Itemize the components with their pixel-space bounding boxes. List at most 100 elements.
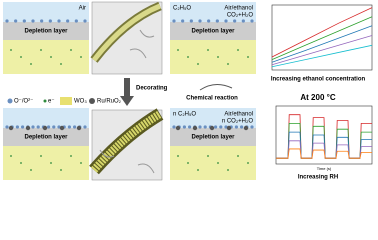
adsorbed-oxygen <box>14 19 18 23</box>
series-line <box>271 44 373 68</box>
electron <box>10 155 12 157</box>
ru-particle <box>243 125 249 131</box>
decorating-label: Decorating <box>136 86 168 92</box>
adsorbed-oxygen <box>83 19 87 23</box>
ru-particle <box>8 125 14 131</box>
electron <box>187 162 189 164</box>
adsorbed-oxygen <box>188 125 192 129</box>
nanowire-top <box>90 1 163 75</box>
adsorbed-oxygen <box>224 125 228 129</box>
panel-gas <box>3 2 89 22</box>
layer-label: Depletion layer <box>24 135 68 141</box>
adsorbed-oxygen <box>207 19 211 23</box>
arrow-head <box>120 96 134 106</box>
electron <box>247 56 249 58</box>
adsorbed-oxygen <box>198 125 202 129</box>
layer-label: Depletion layer <box>191 135 235 141</box>
electron <box>207 49 209 51</box>
electron <box>40 49 42 51</box>
adsorbed-oxygen <box>189 19 193 23</box>
adsorbed-oxygen <box>22 19 26 23</box>
electron <box>60 169 62 171</box>
adsorbed-oxygen <box>233 19 237 23</box>
series-line <box>276 148 372 159</box>
electron <box>227 169 229 171</box>
adsorbed-oxygen <box>36 125 40 129</box>
species-label: C₂H₅O <box>173 6 191 12</box>
electron <box>177 155 179 157</box>
electron <box>20 56 22 58</box>
series-line <box>271 7 373 58</box>
electron <box>50 162 52 164</box>
figure: Decorating Chemical reaction At 200 °C I… <box>3 1 373 181</box>
adsorbed-oxygen <box>57 19 61 23</box>
electron <box>237 155 239 157</box>
adsorbed-oxygen <box>241 19 245 23</box>
product-label: CO₂+H₂O <box>227 13 253 19</box>
panel-bulk <box>3 146 89 180</box>
product-label: n CO₂+H₂O <box>222 119 253 125</box>
panel-depletion <box>170 128 256 146</box>
legend-label: Ru/RuO₂ <box>97 99 122 105</box>
panel-depletion <box>3 128 89 146</box>
panel-gas <box>3 108 89 128</box>
adsorbed-oxygen <box>224 19 228 23</box>
gas-label: Air/ethanol <box>224 6 253 12</box>
x-axis-label: Time (s) <box>317 166 332 171</box>
electron <box>60 63 62 65</box>
ru-particle <box>76 125 82 131</box>
adsorbed-oxygen <box>74 19 78 23</box>
adsorbed-oxygen <box>31 125 35 129</box>
panel-gas <box>170 2 256 22</box>
adsorbed-oxygen <box>48 19 52 23</box>
adsorbed-oxygen <box>214 125 218 129</box>
adsorbed-oxygen <box>15 125 19 129</box>
panel-depletion <box>3 22 89 40</box>
adsorbed-oxygen <box>203 125 207 129</box>
electron <box>70 155 72 157</box>
adsorbed-oxygen <box>31 19 35 23</box>
adsorbed-oxygen <box>219 125 223 129</box>
electron <box>10 49 12 51</box>
ru-particle <box>42 125 48 131</box>
ru-particle <box>25 125 31 131</box>
legend-label: e⁻ <box>48 99 55 105</box>
electron <box>197 63 199 65</box>
electron <box>207 155 209 157</box>
panel-gas <box>170 108 256 128</box>
chemical-reaction-label: Chemical reaction <box>186 96 238 102</box>
nanowire-bottom <box>89 108 164 181</box>
adsorbed-oxygen <box>66 19 70 23</box>
electron <box>80 162 82 164</box>
adsorbed-oxygen <box>215 19 219 23</box>
electron <box>70 49 72 51</box>
adsorbed-oxygen <box>182 125 186 129</box>
layer-label: Depletion layer <box>24 29 68 35</box>
adsorbed-oxygen <box>240 125 244 129</box>
adsorbed-oxygen <box>5 19 9 23</box>
electron <box>80 56 82 58</box>
adsorbed-oxygen <box>5 125 9 129</box>
adsorbed-oxygen <box>172 19 176 23</box>
electron <box>20 162 22 164</box>
electron <box>187 56 189 58</box>
gas-label: Air/ethanol <box>224 112 253 118</box>
electron <box>237 49 239 51</box>
adsorbed-oxygen <box>250 19 254 23</box>
ru-particle <box>175 125 181 131</box>
legend <box>7 97 95 105</box>
adsorbed-oxygen <box>198 19 202 23</box>
gas-label: Air <box>79 6 86 12</box>
electron <box>30 63 32 65</box>
panel-bulk <box>170 40 256 74</box>
electron <box>177 49 179 51</box>
layer-label: Depletion layer <box>191 29 235 35</box>
panel-depletion <box>170 22 256 40</box>
electron <box>227 63 229 65</box>
series-line <box>271 35 373 66</box>
adsorbed-oxygen <box>172 125 176 129</box>
ru-particle <box>209 125 215 131</box>
electron <box>30 169 32 171</box>
curve-arrow <box>199 84 233 91</box>
electron <box>217 162 219 164</box>
